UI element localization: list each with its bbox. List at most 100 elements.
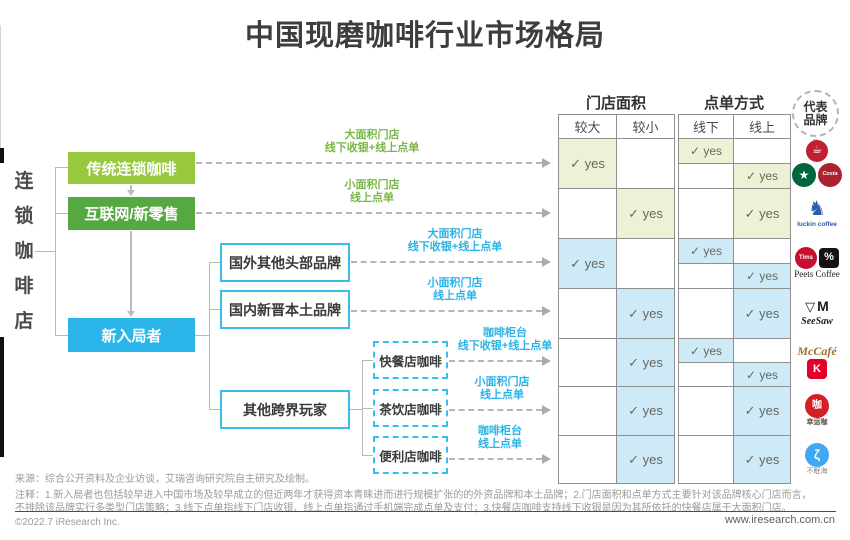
brand-line: ☕	[806, 139, 828, 162]
arrow-label-row5: 咖啡柜台 线下收银+线上点单	[457, 327, 553, 352]
dashed-arrow-row7-head-icon	[542, 454, 551, 464]
cell-r1-online-bottom: ✓ yes	[733, 163, 791, 189]
brand-group-row3: Tims% Peets Coffee	[788, 238, 846, 288]
flow-arrow2-stem	[130, 231, 132, 312]
box-domestic-new-local-brands: 国内新晋本土品牌	[220, 290, 350, 329]
arrow-label-row1: 大面积门店 线下收银+线上点单	[324, 129, 420, 154]
cell-r3-smaller	[616, 238, 675, 289]
col-header-1: 较小	[616, 114, 675, 139]
box-internet-new-retail: 互联网/新零售	[68, 197, 195, 230]
brand-group-row5: McCafé K	[788, 338, 846, 386]
costa-coffee-logo: Costa	[818, 162, 842, 187]
box-convenience-coffee: 便利店咖啡	[373, 436, 448, 474]
cell-r3-offline-top: ✓ yes	[678, 238, 734, 264]
bracket1-s1	[55, 167, 68, 168]
flow-arrow1-stem	[130, 185, 132, 191]
cell-r1-larger: ✓ yes	[558, 138, 617, 189]
cell-r1-offline-bottom	[678, 163, 734, 189]
brand-line: Tims%	[795, 246, 839, 269]
kfc-k-coffee-logo: K	[807, 359, 827, 380]
dashed-arrow-row3	[351, 261, 542, 263]
manner-coffee-logo: ▽	[805, 298, 816, 314]
pacific-coffee-logo: ☕	[806, 139, 828, 162]
brand-group-row7: ζ 不眠海	[788, 435, 846, 483]
website-label: www.iresearch.com.cn	[724, 514, 835, 526]
brand-group-row6: 咖幸运咖	[788, 386, 846, 435]
cell-r6-smaller: ✓ yes	[616, 386, 675, 436]
box-foreign-head-brands: 国外其他头部品牌	[220, 243, 350, 282]
arrow-label-row3: 大面积门店 线下收银+线上点单	[407, 228, 503, 253]
cell-r4-offline	[678, 288, 734, 339]
footer-divider	[15, 511, 836, 512]
cell-r1-offline-top: ✓ yes	[678, 138, 734, 164]
page-title: 中国现磨咖啡行业市场格局	[244, 20, 605, 52]
brand-line: ▽ M	[805, 298, 829, 315]
dashed-arrow-row5-head-icon	[542, 356, 551, 366]
box-traditional-chain-coffee: 传统连锁咖啡	[68, 152, 195, 184]
table-group-header-order-method: 点单方式	[703, 95, 764, 112]
cell-r5-offline-bottom	[678, 362, 734, 387]
cell-r6-online: ✓ yes	[733, 386, 791, 436]
bracket2-h	[195, 335, 209, 336]
brand-group-row2: ♞ luckin coffee	[788, 188, 846, 238]
brand-line: ζ	[805, 442, 829, 467]
xingyunka-caption: 幸运咖	[806, 419, 828, 427]
bracket1-s2	[55, 213, 68, 214]
peets-coffee-wordmark: Peets Coffee	[794, 268, 840, 279]
cell-r2-smaller: ✓ yes	[616, 188, 675, 239]
col-header-3: 线上	[733, 114, 791, 139]
mccafe-wordmark: McCafé	[797, 343, 837, 358]
dashed-arrow-row6	[449, 409, 542, 411]
box-new-entrants: 新入局者	[68, 318, 195, 352]
luckin-coffee-logo: ♞	[808, 197, 826, 220]
cell-r7-online: ✓ yes	[733, 435, 791, 484]
cell-r2-offline	[678, 188, 734, 239]
col-header-2: 线下	[678, 114, 734, 139]
representative-brands-line2: 品牌	[803, 112, 828, 127]
dashed-arrow-row4	[351, 310, 542, 312]
brand-group-row1: ☕ ★ Costa	[788, 138, 846, 188]
representative-brands-line1: 代表	[803, 99, 828, 114]
brand-line: 不眠海	[807, 468, 828, 476]
bracket2-s3	[209, 409, 220, 410]
left-edge-line	[0, 25, 1, 148]
m-stand-logo: M	[817, 298, 829, 315]
cell-r3-online-bottom: ✓ yes	[733, 263, 791, 289]
source-note: 来源：综合公开资料及企业访谈，艾瑞咨询研究院自主研究及绘制。	[15, 474, 315, 485]
cell-r3-larger: ✓ yes	[558, 238, 617, 289]
left-edge-bar-bottom	[0, 337, 4, 457]
cell-r7-offline	[678, 435, 734, 484]
bracket2-s2	[209, 309, 220, 310]
table-group-header-store-area: 门店面积	[585, 95, 646, 112]
cell-r4-smaller: ✓ yes	[616, 288, 675, 339]
bumianhai-logo: ζ	[805, 442, 829, 467]
cell-r5-offline-top: ✓ yes	[678, 338, 734, 363]
brand-line: SeeSaw	[801, 316, 833, 327]
cell-r5-online-top	[733, 338, 791, 363]
cell-r2-larger	[558, 188, 617, 239]
cell-r1-smaller	[616, 138, 675, 189]
arrow-label-row6: 小面积门店 线上点单	[474, 376, 530, 401]
cell-r2-online: ✓ yes	[733, 188, 791, 239]
cell-r3-offline-bottom	[678, 263, 734, 289]
box-teashop-coffee: 茶饮店咖啡	[373, 389, 448, 427]
brand-line: 幸运咖	[807, 419, 828, 427]
dashed-arrow-row4-head-icon	[542, 306, 551, 316]
cell-r4-online: ✓ yes	[733, 288, 791, 339]
box-fastfood-coffee: 快餐店咖啡	[373, 341, 448, 379]
bracket3-s2	[362, 408, 373, 409]
flow-arrow2-head-icon	[127, 311, 135, 317]
dashed-arrow-row1-head-icon	[542, 158, 551, 168]
brand-line: K	[807, 359, 827, 380]
cell-r6-offline	[678, 386, 734, 436]
cell-r5-smaller: ✓ yes	[616, 338, 675, 387]
footnote-line1: 注释：1.新入局者也包括较早进入中国市场及较早成立的但近两年才获得资本青睐进而进…	[15, 490, 812, 501]
dashed-arrow-row1	[196, 162, 542, 164]
brand-line: ★ Costa	[792, 162, 842, 187]
cell-r6-larger	[558, 386, 617, 436]
arrow-label-row4: 小面积门店 线上点单	[427, 277, 483, 302]
dashed-arrow-row6-head-icon	[542, 405, 551, 415]
bracket1-v	[55, 167, 56, 335]
cell-r5-larger	[558, 338, 617, 387]
arrow-label-row7: 咖啡柜台 线上点单	[478, 425, 522, 450]
